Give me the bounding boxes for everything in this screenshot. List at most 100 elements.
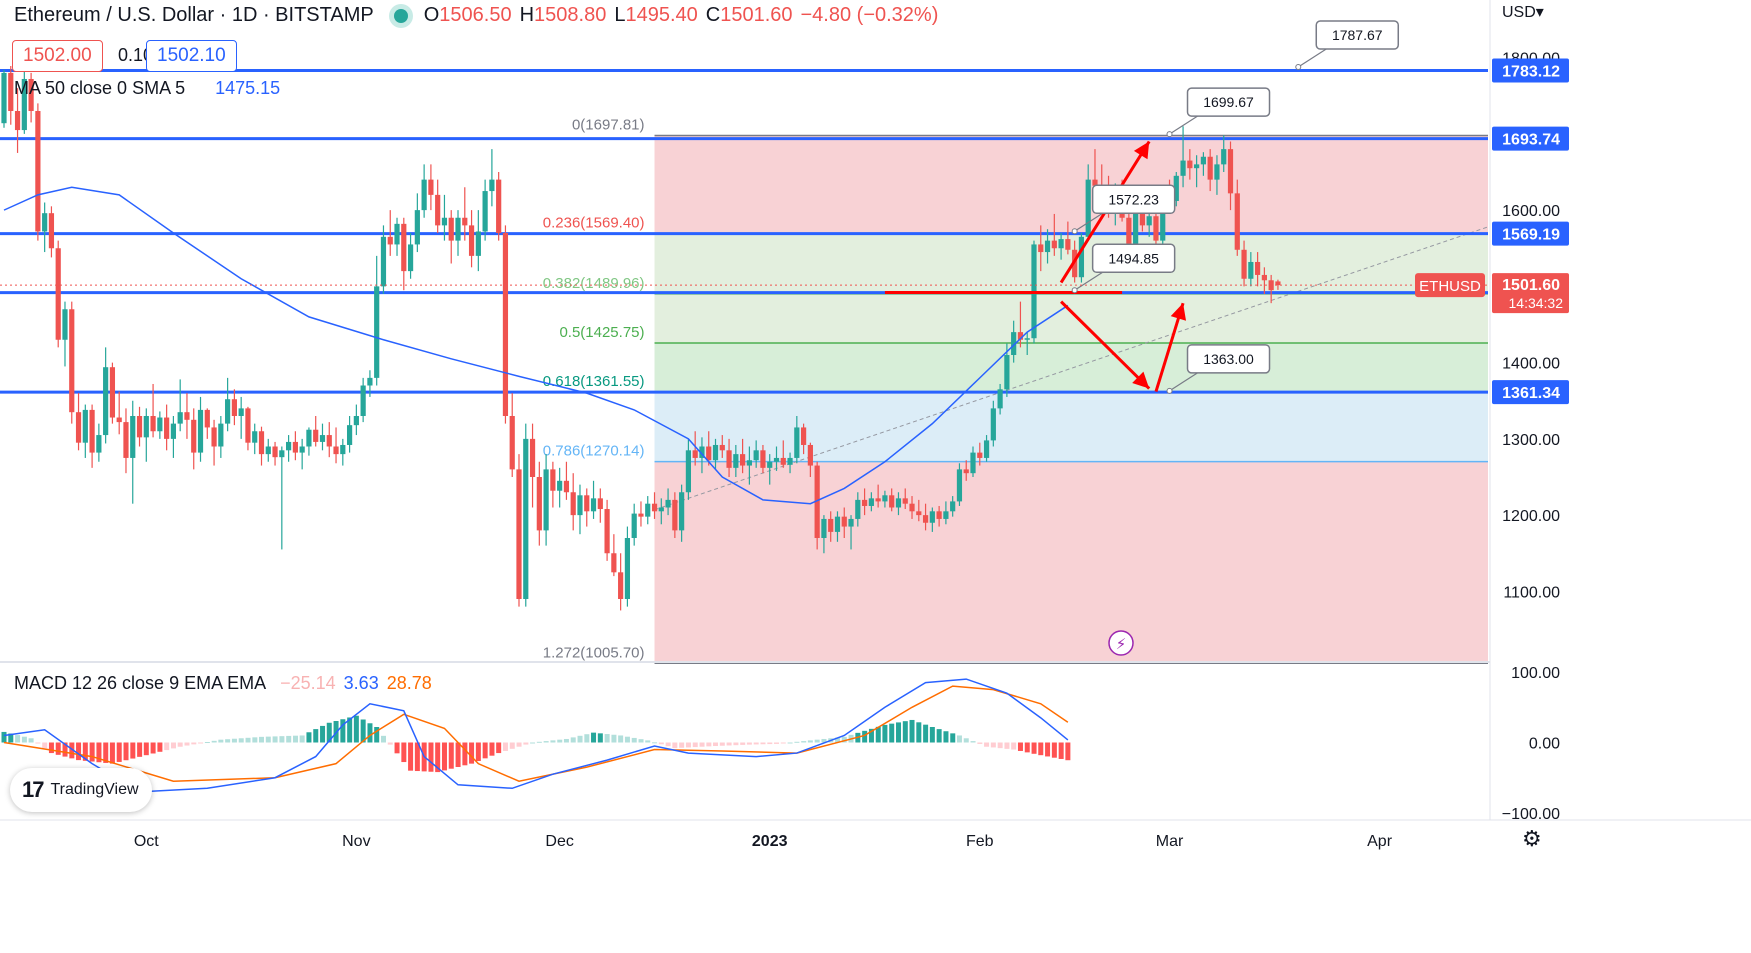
candle-body: [760, 450, 766, 468]
candle-body: [1051, 240, 1057, 249]
fib-zone: [654, 391, 1488, 462]
candle-body: [136, 416, 143, 438]
fib-level-label: 1.272(1005.70): [543, 644, 645, 661]
high-label: H: [519, 4, 535, 26]
candle-body: [611, 553, 617, 573]
close-value: 1501.60: [720, 4, 793, 26]
candle-body: [1234, 193, 1240, 250]
lightning-icon[interactable]: [1108, 630, 1134, 656]
macd-signal-line[interactable]: [3, 685, 1069, 783]
macd-histogram-bar: [428, 742, 434, 772]
candle-body: [1248, 261, 1254, 279]
macd-histogram-bar: [1038, 742, 1044, 756]
candle-body: [855, 499, 861, 519]
symbol-title[interactable]: Ethereum / U.S. Dollar · 1D · BITSTAMP: [14, 4, 374, 26]
candle-body: [1275, 281, 1281, 286]
candle-body: [1065, 239, 1071, 250]
candle-body: [441, 217, 448, 226]
candle-body: [1261, 274, 1267, 281]
candle-body: [563, 480, 570, 493]
macd-histogram-bar: [475, 742, 481, 761]
candle-body: [448, 217, 454, 241]
macd-tick-label: −100.00: [1502, 806, 1560, 823]
candle-body: [380, 236, 387, 287]
fib-level-label: 0.5(1425.75): [559, 324, 644, 341]
macd-histogram-bar: [177, 742, 183, 747]
candle-body: [780, 457, 786, 465]
fib-level-label: 0.382(1489.96): [543, 275, 645, 292]
callout-box[interactable]: [1186, 87, 1271, 117]
macd-signal-value: 28.78: [386, 673, 432, 693]
candle-body: [726, 450, 732, 468]
candle-body: [258, 431, 265, 455]
arrow-line[interactable]: [1060, 300, 1151, 390]
candle-body: [1200, 156, 1206, 165]
macd-histogram-bar: [530, 742, 536, 744]
fib-level-label: 0.236(1569.40): [543, 214, 645, 231]
tradingview-mark-icon: 17: [22, 777, 45, 802]
candle-body: [435, 194, 441, 226]
countdown-label: 14:34:32: [1509, 295, 1564, 311]
candle-body: [96, 435, 102, 453]
candle-body: [814, 465, 820, 538]
macd-histogram-bar: [685, 742, 691, 748]
macd-histogram-bar: [1058, 742, 1064, 759]
macd-line[interactable]: [3, 678, 1069, 793]
candle-body: [638, 513, 644, 517]
last-price-label: 1501.60: [1502, 277, 1560, 294]
currency-selector[interactable]: USD▾: [1502, 4, 1544, 21]
candle-body: [1085, 179, 1091, 237]
callout-box[interactable]: [1315, 20, 1400, 50]
callout-box[interactable]: [1091, 243, 1176, 274]
callout-box[interactable]: [1186, 344, 1271, 374]
callout-pointer: [1169, 115, 1198, 135]
hline-price-tag: [1492, 221, 1569, 246]
candle-body: [367, 377, 373, 386]
candle-body: [1207, 156, 1213, 180]
candle-body: [956, 469, 963, 502]
candle-body: [875, 498, 881, 502]
macd-histogram-bar: [62, 742, 68, 757]
price-tick-label: 1100.00: [1503, 584, 1560, 601]
candle-body: [787, 457, 793, 465]
candle-body: [150, 416, 156, 432]
callout-label: 1572.23: [1108, 191, 1159, 207]
candle-body: [983, 440, 990, 458]
candle-body: [767, 461, 773, 468]
candle-body: [279, 450, 285, 458]
candle-body: [231, 399, 237, 416]
macd-histogram-bar: [502, 742, 508, 751]
macd-histogram-bar: [347, 717, 353, 743]
candle-body: [225, 399, 231, 424]
macd-histogram-bar: [48, 742, 54, 754]
buy-price-button[interactable]: 1502.10: [146, 40, 237, 72]
gear-icon[interactable]: ⚙: [1522, 826, 1542, 851]
hline-price-tag: [1492, 58, 1569, 83]
time-tick-label: Dec: [545, 833, 573, 850]
candle-body: [1044, 240, 1051, 253]
callout-box[interactable]: [1091, 184, 1176, 215]
price-axis[interactable]: [1490, 0, 1751, 953]
tradingview-logo[interactable]: 17 TradingView: [10, 768, 152, 812]
macd-histogram-bar: [123, 742, 129, 761]
candle-body: [977, 452, 983, 458]
macd-histogram-bar: [557, 739, 563, 743]
macd-histogram-bar: [563, 738, 569, 743]
macd-histogram-bar: [238, 738, 244, 743]
macd-value: 3.63: [343, 673, 379, 693]
sell-price-button[interactable]: 1502.00: [12, 40, 103, 72]
macd-legend[interactable]: MACD 12 26 close 9 EMA EMA −25.14 3.63 28.7…: [14, 673, 432, 694]
macd-histogram-bar: [509, 742, 515, 749]
fib-zone: [654, 461, 1488, 664]
candle-body: [719, 444, 725, 451]
candle-body: [773, 457, 780, 462]
callout-pointer: [1074, 271, 1103, 291]
candle-body: [1221, 149, 1227, 165]
macd-histogram-bar: [109, 742, 115, 764]
ma-legend[interactable]: MA 50 close 0 SMA 5 1475.15: [14, 78, 280, 99]
macd-histogram-bar: [231, 738, 237, 743]
ma-line[interactable]: [3, 186, 1069, 505]
candle-body: [848, 518, 854, 527]
candle-body: [299, 446, 305, 453]
